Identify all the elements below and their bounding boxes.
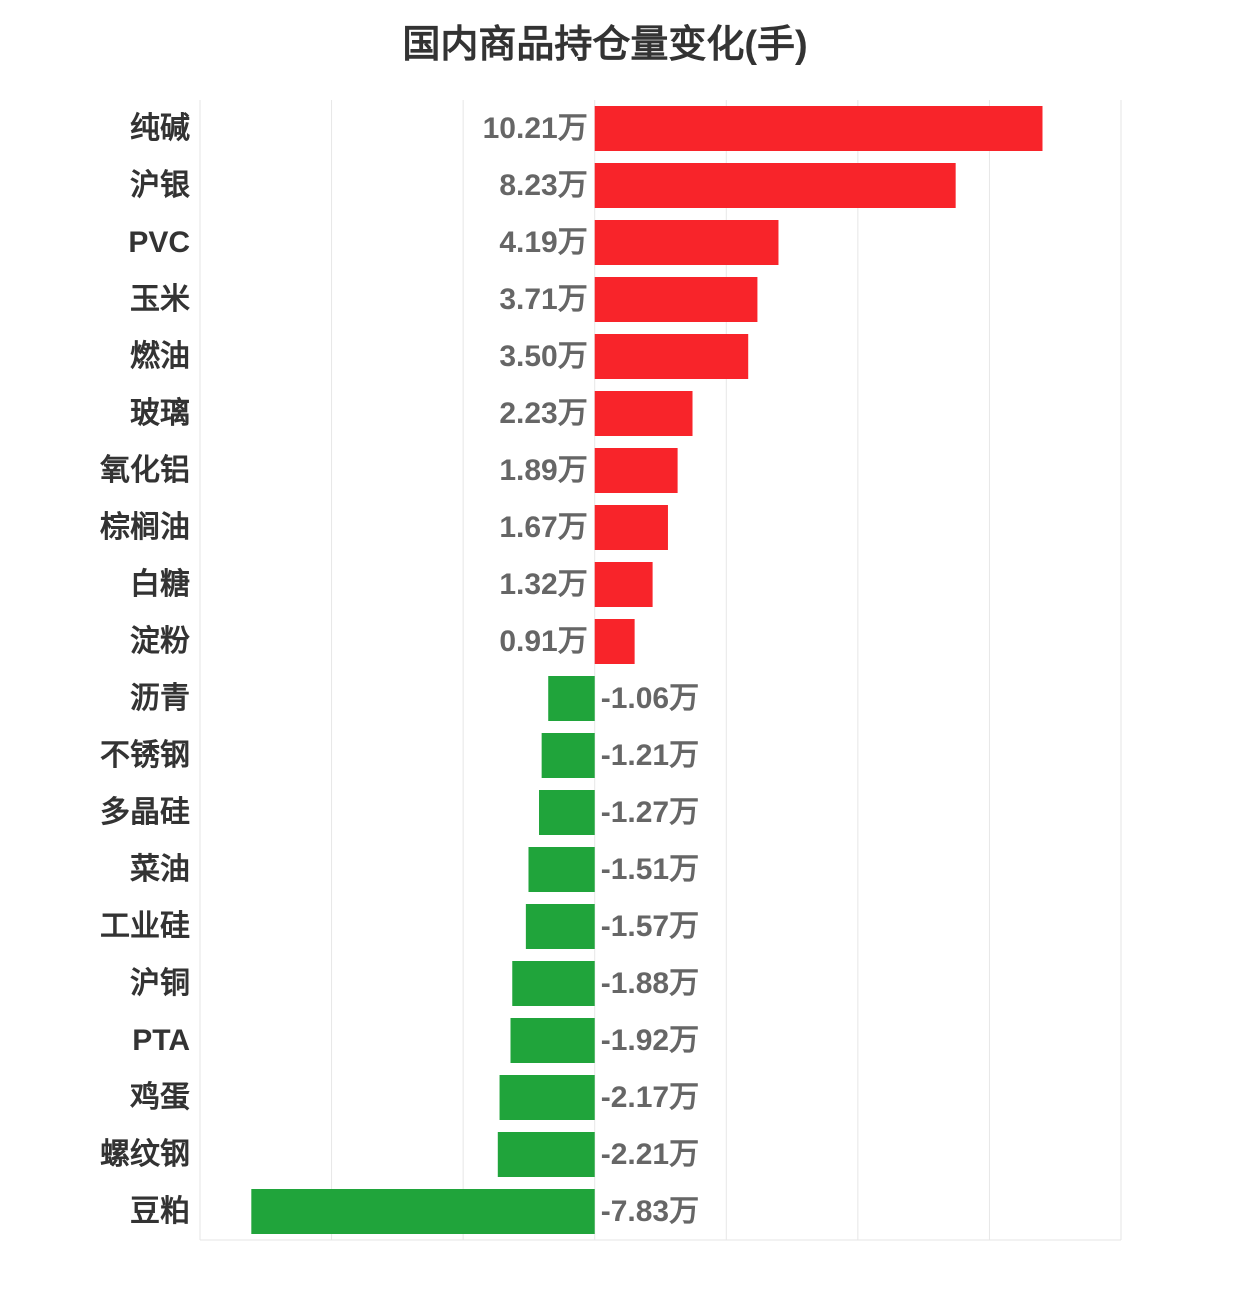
bar-10: [594, 619, 635, 664]
category-label: 多晶硅: [100, 796, 190, 829]
data-label: -1.27万: [601, 796, 699, 829]
category-label: 豆粕: [130, 1195, 190, 1228]
bar-17: [510, 1018, 595, 1063]
category-label: 菜油: [130, 853, 190, 886]
data-label: 8.23万: [499, 169, 587, 202]
data-label: 3.50万: [499, 340, 587, 373]
bar-20: [251, 1189, 595, 1234]
bar-15: [525, 904, 595, 949]
bar-19: [497, 1132, 595, 1177]
data-label: -1.88万: [601, 967, 699, 1000]
bar-7: [594, 448, 678, 493]
data-label: -2.21万: [601, 1138, 699, 1171]
category-label: 沥青: [130, 682, 190, 715]
bar-3: [594, 220, 779, 265]
data-label: -1.21万: [601, 739, 699, 772]
category-label: 工业硅: [100, 910, 190, 943]
bar-6: [594, 391, 693, 436]
bar-4: [594, 277, 758, 322]
chart-title: 国内商品持仓量变化(手): [402, 24, 807, 66]
data-label: -1.57万: [601, 910, 699, 943]
data-label: 1.67万: [499, 511, 587, 544]
bar-9: [594, 562, 653, 607]
category-label: 玻璃: [130, 396, 190, 430]
bar-16: [512, 961, 595, 1006]
data-label: 10.21万: [483, 112, 588, 145]
data-label: -1.51万: [601, 853, 699, 886]
bar-5: [594, 334, 749, 379]
category-label: PVC: [128, 226, 190, 259]
bar-11: [548, 676, 595, 721]
data-label: -1.06万: [601, 682, 699, 715]
data-label: 1.32万: [499, 568, 587, 601]
category-label: 鸡蛋: [130, 1081, 190, 1114]
bar-12: [541, 733, 595, 778]
data-label: 0.91万: [499, 625, 587, 658]
data-label: -7.83万: [601, 1195, 699, 1228]
category-label: PTA: [132, 1024, 190, 1057]
category-label: 沪银: [130, 169, 190, 202]
bar-13: [539, 790, 595, 835]
bar-18: [499, 1075, 595, 1120]
bars: [251, 106, 1043, 1234]
bar-2: [594, 163, 956, 208]
data-label: 4.19万: [499, 226, 587, 259]
category-label: 白糖: [130, 568, 190, 601]
data-label: -1.92万: [601, 1024, 699, 1057]
category-label: 纯碱: [130, 112, 190, 145]
category-label: 沪铜: [130, 967, 190, 1000]
category-label: 燃油: [130, 340, 190, 373]
category-label: 淀粉: [130, 625, 190, 658]
bar-14: [528, 847, 595, 892]
category-label: 螺纹钢: [100, 1138, 190, 1171]
category-label: 氧化铝: [100, 454, 190, 487]
data-label: 1.89万: [499, 454, 587, 487]
data-label: 2.23万: [499, 397, 587, 430]
bar-1: [594, 106, 1043, 151]
category-label: 玉米: [130, 283, 190, 316]
data-labels: 10.21万 8.23万 4.19万 3.71万 3.50万 2.23万 1.89万 1.67…: [483, 112, 699, 1228]
bar-8: [594, 505, 668, 550]
grid: [199, 100, 1122, 1241]
data-label: -2.17万: [601, 1081, 699, 1114]
data-label: 3.71万: [499, 283, 587, 316]
category-label: 不锈钢: [100, 739, 190, 772]
category-label: 棕榈油: [100, 511, 190, 544]
